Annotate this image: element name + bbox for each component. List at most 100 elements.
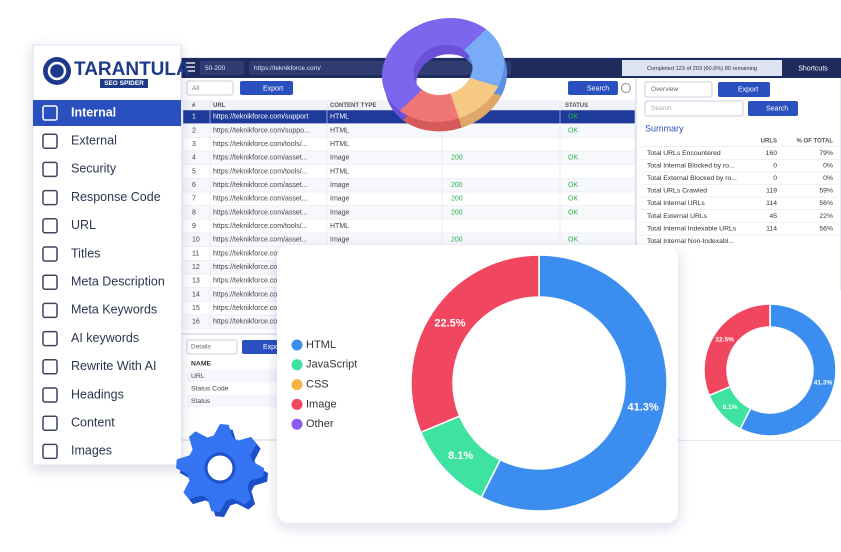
row-url: https://teknikforce.com/ bbox=[213, 264, 285, 271]
row-url: https://teknikforce.com/tools/... bbox=[213, 141, 308, 148]
row-code: 200 bbox=[451, 209, 463, 216]
row-number: 2 bbox=[192, 127, 196, 134]
settings-icon[interactable] bbox=[621, 83, 631, 93]
legend-label: CSS bbox=[306, 379, 329, 391]
legend-swatch bbox=[291, 339, 303, 351]
sidebar-icon bbox=[42, 274, 58, 290]
sidebar-icon bbox=[42, 443, 58, 460]
row-number: 5 bbox=[192, 168, 196, 175]
row-url: https://teknikforce.com/suppo... bbox=[213, 127, 310, 134]
progress-text: Completed 123 of 203 (60.6%) 80 remainin… bbox=[647, 66, 757, 72]
sidebar-label: URL bbox=[71, 218, 96, 232]
column-header: STATUS bbox=[565, 103, 588, 109]
row-number: 15 bbox=[192, 305, 200, 312]
summary-urls: 119 bbox=[766, 188, 777, 195]
summary-urls: 0 bbox=[773, 175, 777, 182]
decor-ring-top bbox=[450, 77, 499, 119]
row-status: OK bbox=[568, 209, 578, 216]
row-number: 12 bbox=[192, 264, 200, 271]
export-text: Export bbox=[263, 85, 283, 92]
summary-urls: 114 bbox=[766, 200, 777, 207]
row-type: HTML bbox=[330, 223, 349, 230]
row-type: Image bbox=[330, 196, 350, 203]
overview-search-text: Search bbox=[766, 105, 788, 112]
summary-label: Total External URLs bbox=[647, 213, 708, 220]
donut-segment bbox=[410, 254, 540, 434]
row-code: 200 bbox=[451, 196, 463, 203]
row-code: 200 bbox=[451, 182, 463, 189]
donut-value-label: 41.3% bbox=[627, 402, 658, 414]
summary-pct: 56% bbox=[819, 200, 833, 207]
overview-export[interactable] bbox=[718, 82, 770, 97]
search-placeholder: Search bbox=[651, 105, 672, 112]
row-url: https://teknikforce.com/ bbox=[213, 305, 285, 312]
sidebar-item[interactable] bbox=[33, 212, 181, 239]
summary-heading: Summary bbox=[645, 123, 684, 133]
summary-pct: 59% bbox=[819, 188, 833, 195]
sidebar-label: Images bbox=[71, 444, 112, 458]
decor-ring-top bbox=[463, 29, 505, 87]
row-code: 200 bbox=[451, 155, 463, 162]
details-label: NAME bbox=[191, 360, 211, 367]
summary-label: Total Internal Indexable URLs bbox=[647, 225, 737, 232]
row-status: OK bbox=[568, 196, 578, 203]
row-url: https://teknikforce.com/ bbox=[213, 319, 285, 326]
row-url: https://teknikforce.com/support bbox=[213, 114, 308, 121]
search-text: Search bbox=[587, 85, 609, 92]
row-type: HTML bbox=[330, 127, 349, 134]
column-header: CONTENT TYPE bbox=[330, 103, 376, 109]
row-type: Image bbox=[330, 209, 350, 216]
sidebar-label: Security bbox=[71, 162, 117, 176]
row-number: 4 bbox=[192, 155, 196, 162]
row-url: https://teknikforce.com/asset... bbox=[213, 196, 308, 203]
donut-value-label: 8.1% bbox=[448, 450, 473, 462]
overview-search-input[interactable] bbox=[644, 100, 744, 117]
details-dropdown[interactable] bbox=[186, 339, 238, 355]
sidebar-icon bbox=[42, 133, 58, 149]
legend-label: Other bbox=[306, 418, 334, 430]
row-code: 200 bbox=[451, 237, 463, 244]
summary-pct: 22% bbox=[819, 213, 833, 220]
search-button[interactable] bbox=[568, 81, 618, 95]
logo-title: TARANTULA bbox=[74, 59, 190, 80]
row-url: https://teknikforce.com/tools/... bbox=[213, 223, 308, 230]
decor-gear-hole bbox=[204, 452, 236, 484]
legend-label: JavaScript bbox=[306, 359, 357, 371]
row-number: 7 bbox=[192, 196, 196, 203]
progress-bar bbox=[622, 60, 782, 76]
summary-col: URLS bbox=[761, 139, 777, 145]
shortcuts-button: Shortcuts bbox=[798, 65, 828, 72]
row-type: HTML bbox=[330, 141, 349, 148]
summary-urls: 0 bbox=[773, 162, 777, 169]
export-button[interactable] bbox=[240, 81, 293, 95]
summary-label: Total Internal Non-Indexabl... bbox=[647, 238, 734, 245]
url-input[interactable] bbox=[249, 61, 511, 75]
row-status: OK bbox=[568, 182, 578, 189]
row-type: Image bbox=[330, 155, 350, 162]
overview-search-button[interactable] bbox=[748, 101, 798, 116]
row-status: OK bbox=[568, 155, 578, 162]
row-type: Image bbox=[330, 237, 350, 244]
range-select[interactable] bbox=[200, 61, 244, 75]
overview-dropdown[interactable] bbox=[644, 81, 713, 98]
row-number: 11 bbox=[192, 250, 199, 257]
donut-value-label: 41.3% bbox=[814, 379, 833, 386]
summary-label: Total Internal Blocked by ro... bbox=[647, 162, 735, 169]
sidebar-label: Rewrite With AI bbox=[71, 359, 156, 373]
filter-text: All bbox=[192, 85, 200, 92]
small-donut-segment bbox=[703, 303, 771, 397]
row-number: 14 bbox=[192, 291, 200, 298]
row-url: https://teknikforce.com/asset... bbox=[213, 237, 308, 244]
donut-value-label: 22.5% bbox=[715, 337, 734, 344]
legend-label: Image bbox=[306, 398, 337, 410]
row-url: https://teknikforce.com/ bbox=[213, 250, 285, 257]
sidebar-item[interactable] bbox=[33, 241, 181, 267]
summary-col: % OF TOTAL bbox=[797, 139, 834, 145]
logo-mark bbox=[43, 57, 71, 85]
donut-value-label: 22.5% bbox=[434, 318, 465, 330]
overview-export-text: Export bbox=[738, 86, 758, 93]
legend-swatch bbox=[291, 379, 303, 391]
sidebar-icon bbox=[42, 302, 58, 319]
filter-dropdown[interactable] bbox=[186, 80, 234, 96]
